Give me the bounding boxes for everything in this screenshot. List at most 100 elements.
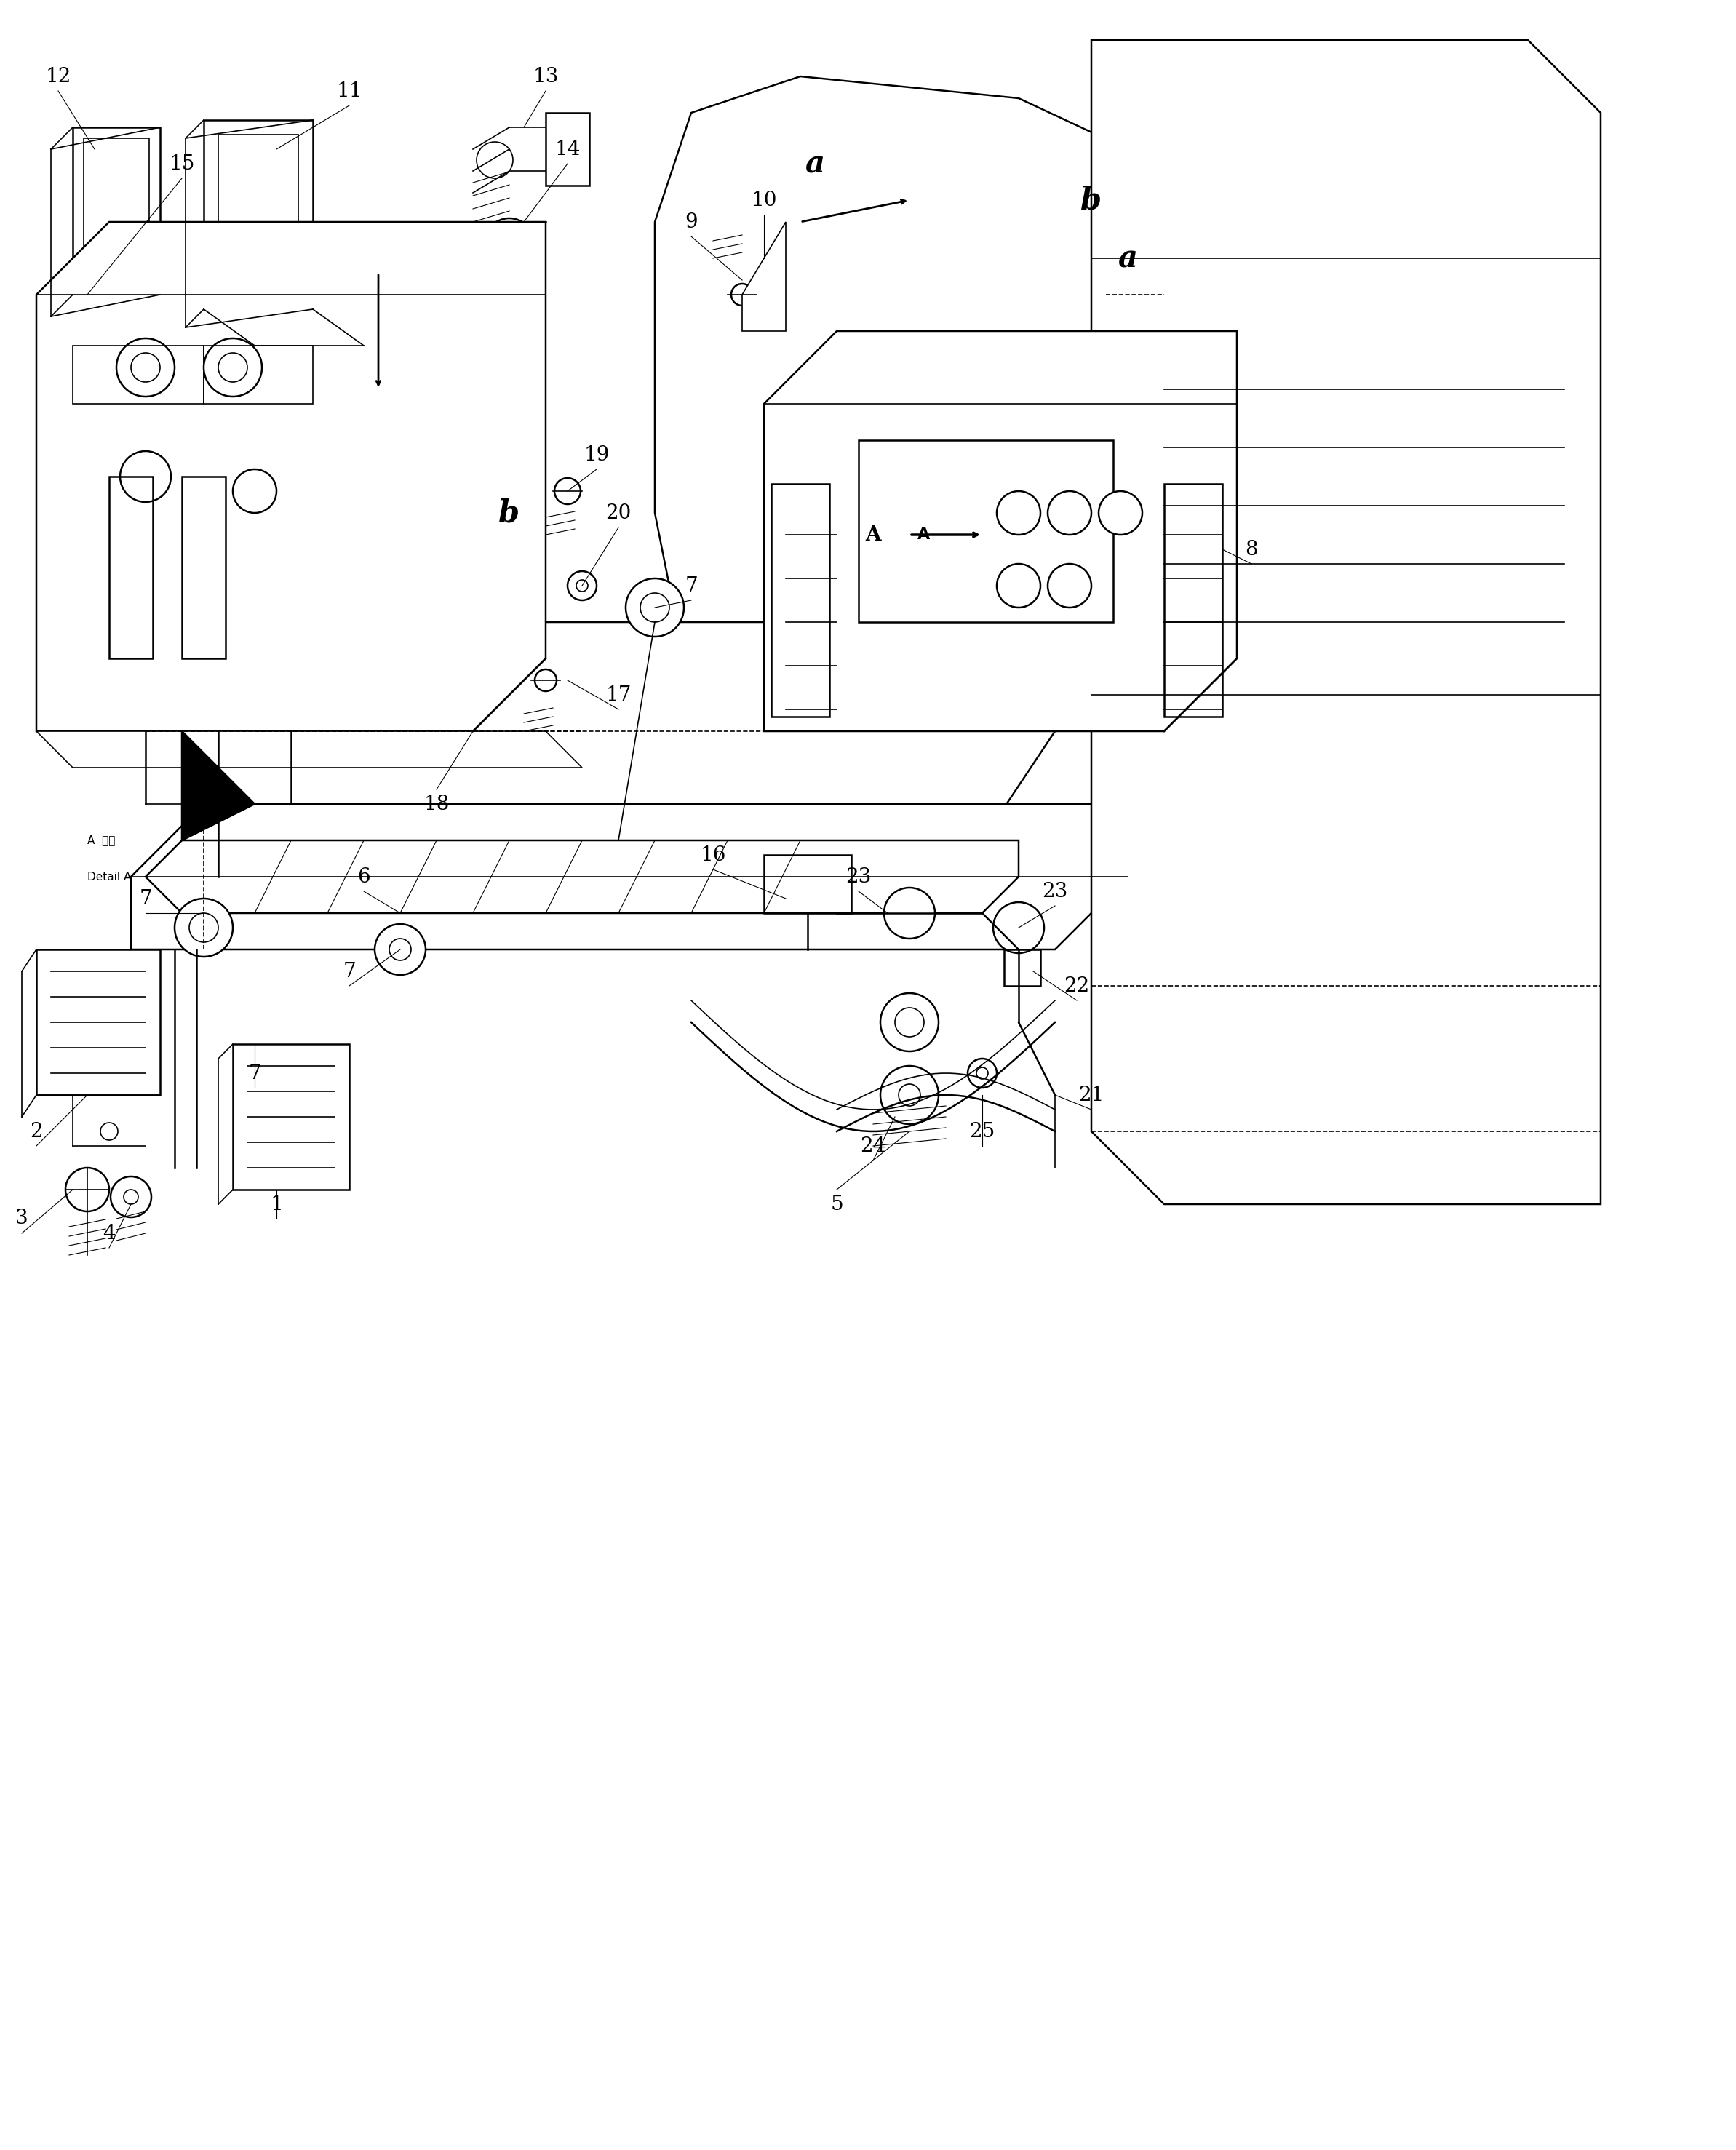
Text: a: a <box>806 148 825 178</box>
Circle shape <box>1194 340 1207 350</box>
Circle shape <box>880 1066 939 1124</box>
Polygon shape <box>36 950 160 1094</box>
Bar <box>771 484 830 716</box>
Text: 4: 4 <box>102 1223 116 1243</box>
Circle shape <box>996 490 1040 535</box>
Circle shape <box>375 925 425 974</box>
Circle shape <box>967 1058 996 1088</box>
Circle shape <box>625 578 684 636</box>
Text: 9: 9 <box>684 213 698 232</box>
Circle shape <box>123 1189 139 1204</box>
Circle shape <box>731 284 753 305</box>
Polygon shape <box>219 135 299 295</box>
Circle shape <box>130 353 160 383</box>
Bar <box>859 441 1113 621</box>
Circle shape <box>484 219 535 269</box>
Text: 11: 11 <box>337 82 363 101</box>
Text: 20: 20 <box>606 503 632 522</box>
Text: 13: 13 <box>533 67 559 86</box>
Circle shape <box>535 669 557 690</box>
Text: 6: 6 <box>358 866 370 886</box>
Circle shape <box>189 914 219 942</box>
Text: A: A <box>865 525 880 544</box>
Text: 1: 1 <box>271 1193 283 1215</box>
Circle shape <box>175 899 233 957</box>
Polygon shape <box>36 221 545 731</box>
Bar <box>73 346 203 404</box>
Polygon shape <box>764 331 1236 731</box>
Bar <box>1003 950 1040 987</box>
Polygon shape <box>654 77 1165 694</box>
Text: 7: 7 <box>139 888 153 909</box>
Text: 7: 7 <box>684 576 698 596</box>
Bar <box>203 346 312 404</box>
Text: 18: 18 <box>424 793 450 815</box>
Text: 15: 15 <box>168 155 194 174</box>
Text: 17: 17 <box>606 686 632 705</box>
Circle shape <box>233 469 276 514</box>
Text: 23: 23 <box>1042 882 1068 901</box>
Text: b: b <box>498 497 519 529</box>
Circle shape <box>554 477 580 505</box>
Circle shape <box>1099 490 1142 535</box>
Text: A  詳細: A 詳細 <box>87 834 115 845</box>
Circle shape <box>896 1008 924 1036</box>
Text: 21: 21 <box>1078 1086 1104 1105</box>
Polygon shape <box>146 841 1019 914</box>
Circle shape <box>111 1176 151 1217</box>
Text: 10: 10 <box>752 189 778 211</box>
Circle shape <box>568 572 597 600</box>
Circle shape <box>1049 490 1092 535</box>
Polygon shape <box>545 112 589 185</box>
Text: 22: 22 <box>1064 976 1090 995</box>
Text: 12: 12 <box>45 67 71 86</box>
Circle shape <box>993 903 1043 952</box>
Bar <box>182 477 226 658</box>
Circle shape <box>576 580 589 591</box>
Circle shape <box>116 338 175 396</box>
Circle shape <box>641 593 670 621</box>
Polygon shape <box>73 127 160 295</box>
Polygon shape <box>130 804 1128 950</box>
Text: a: a <box>1118 243 1137 273</box>
Polygon shape <box>203 120 312 310</box>
Bar <box>1165 484 1222 716</box>
Polygon shape <box>233 1045 349 1189</box>
Text: 8: 8 <box>1245 540 1259 559</box>
Polygon shape <box>182 621 1055 841</box>
Circle shape <box>477 142 512 178</box>
Circle shape <box>996 563 1040 608</box>
Circle shape <box>203 338 262 396</box>
Polygon shape <box>182 731 255 841</box>
Text: 25: 25 <box>969 1122 995 1142</box>
Polygon shape <box>741 221 786 331</box>
Circle shape <box>219 353 247 383</box>
Bar <box>109 477 153 658</box>
Text: b: b <box>1082 185 1102 215</box>
Text: 23: 23 <box>845 866 871 886</box>
Text: 16: 16 <box>700 845 726 864</box>
Text: 2: 2 <box>30 1122 43 1142</box>
Polygon shape <box>83 138 149 284</box>
Circle shape <box>500 234 517 252</box>
Text: 3: 3 <box>16 1208 28 1228</box>
Text: 24: 24 <box>861 1135 885 1157</box>
Bar <box>764 856 851 914</box>
Circle shape <box>66 1167 109 1210</box>
Text: 7: 7 <box>248 1064 260 1084</box>
Polygon shape <box>1092 41 1601 1204</box>
Circle shape <box>120 452 170 503</box>
Text: Detail A: Detail A <box>87 871 132 882</box>
Polygon shape <box>36 731 582 768</box>
Text: 19: 19 <box>583 445 609 464</box>
Circle shape <box>976 1066 988 1079</box>
Circle shape <box>884 888 936 940</box>
Circle shape <box>1217 340 1227 350</box>
Text: 14: 14 <box>554 140 580 159</box>
Text: 5: 5 <box>830 1193 844 1215</box>
Circle shape <box>389 940 411 961</box>
Circle shape <box>1049 563 1092 608</box>
Text: A: A <box>918 527 930 542</box>
Circle shape <box>101 1122 118 1140</box>
Circle shape <box>899 1084 920 1105</box>
